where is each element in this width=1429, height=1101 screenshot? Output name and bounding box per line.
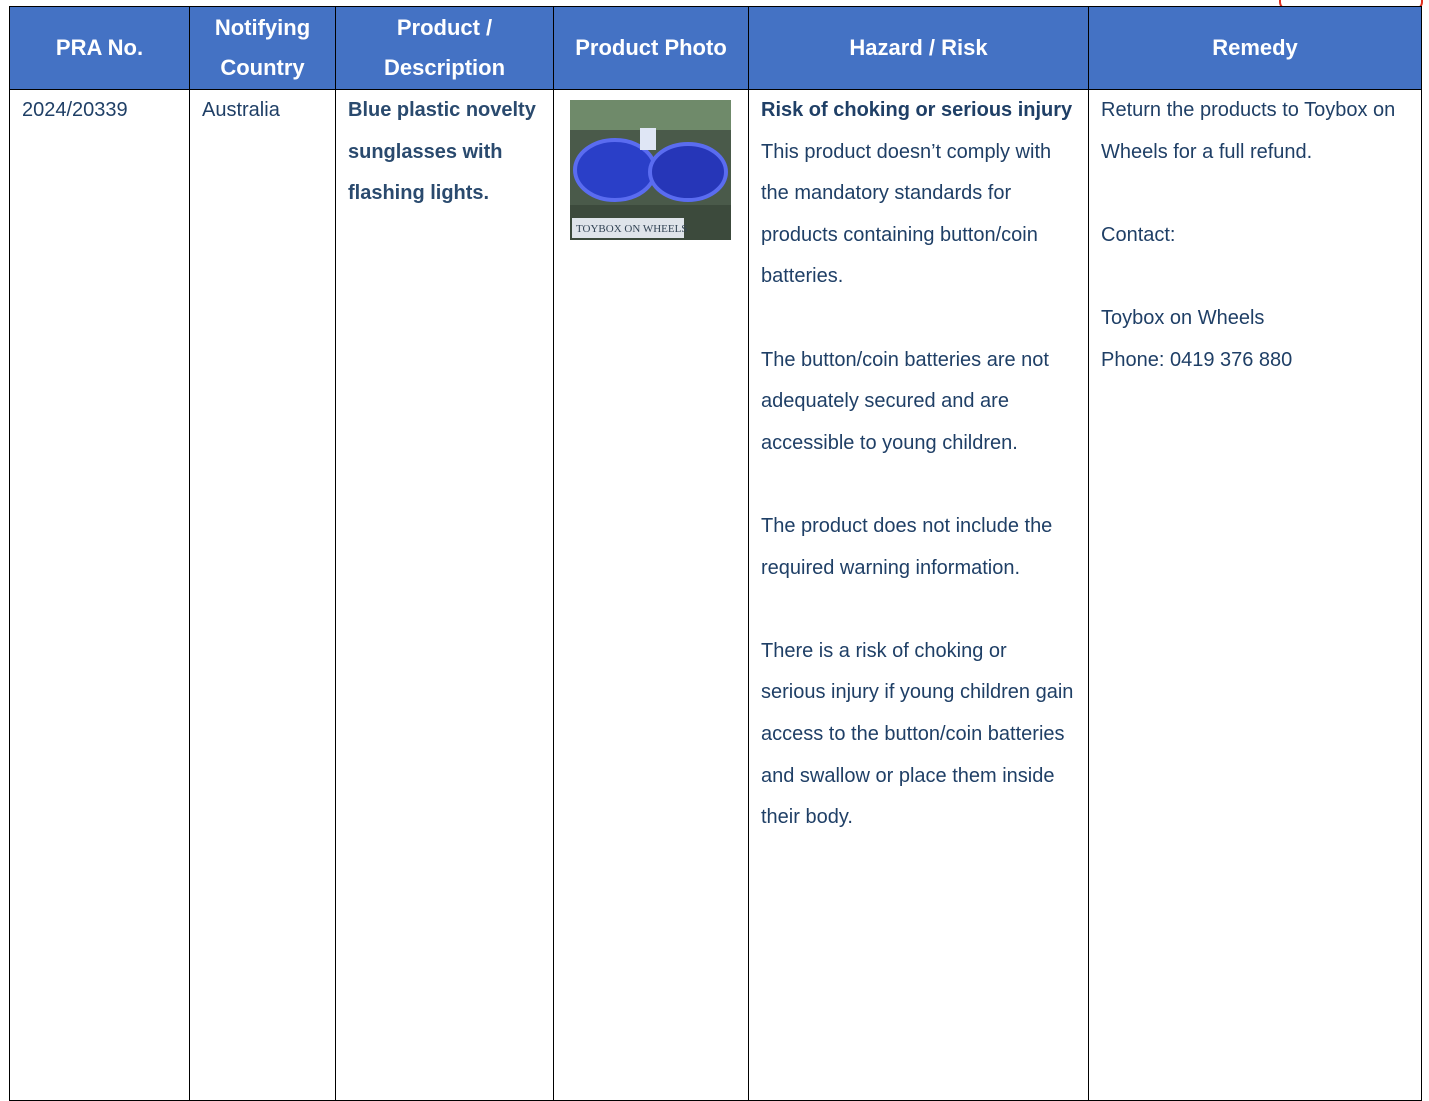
recall-table: PRA No. Notifying Country Product / Descri…: [9, 6, 1422, 1101]
column-header: Notifying Country: [189, 6, 336, 90]
remedy-paragraph: Toybox on Wheels: [1101, 306, 1265, 329]
remedy-paragraph: Return the products to Toybox on Wheels …: [1101, 99, 1396, 163]
hazard-paragraph: There is a risk of choking or serious in…: [761, 639, 1074, 829]
header-row: PRA No. Notifying Country Product / Descri…: [9, 6, 1422, 90]
page: PRA No. Notifying Country Product / Descri…: [9, 0, 1423, 1101]
column-header: Hazard / Risk: [748, 6, 1089, 90]
description: Blue plastic novelty sunglasses with fla…: [335, 89, 554, 1101]
hazard-title: Risk of choking or serious injury: [761, 99, 1073, 121]
photo-caption: TOYBOX ON WHEELS: [576, 223, 687, 235]
product-photo: TOYBOX ON WHEELS: [570, 100, 731, 240]
remedy-paragraph: Phone: 0419 376 880: [1101, 348, 1293, 371]
pra-no: 2024/20339: [9, 89, 190, 1101]
hazard-paragraph: The button/coin batteries are not adequa…: [761, 348, 1049, 454]
remedy: Return the products to Toybox on Wheels …: [1088, 89, 1422, 1101]
column-header: Remedy: [1088, 6, 1422, 90]
column-header: PRA No.: [9, 6, 190, 90]
hazard-paragraph: This product doesn’t comply with the man…: [761, 140, 1052, 288]
row: 2024/20339 Australia Blue plastic novelt…: [9, 89, 1422, 1101]
photo-cell: TOYBOX ON WHEELS: [553, 89, 749, 1101]
remedy-paragraph: Contact:: [1101, 223, 1176, 246]
column-header: Product Photo: [553, 6, 749, 90]
hazard-paragraph: The product does not include the require…: [761, 514, 1053, 579]
country: Australia: [189, 89, 336, 1101]
hazard: Risk of choking or serious injury This p…: [748, 89, 1089, 1101]
column-header: Product / Description: [335, 6, 554, 90]
